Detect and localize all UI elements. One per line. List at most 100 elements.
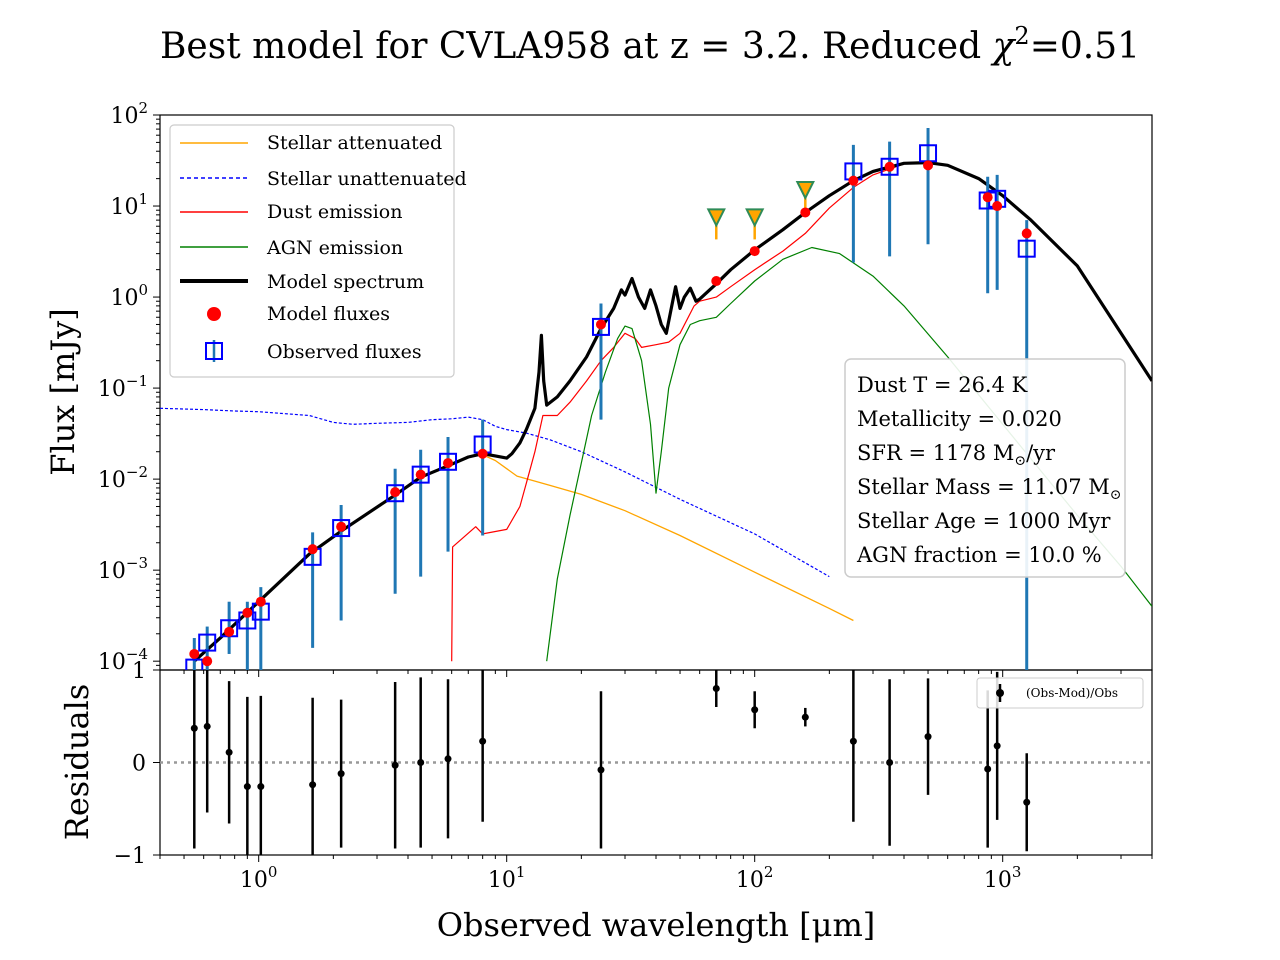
model-flux-marker [255,596,266,607]
residual-legend-box [976,677,1144,709]
x-tick-label: 100 [240,863,278,893]
model-flux-marker [242,607,253,618]
info-sfr: SFR = 1178 M⊙/yr [857,441,1056,469]
model-flux-marker [595,319,606,330]
y-tick-label-top: 100 [110,281,148,311]
model-flux-marker [711,276,722,287]
model-flux-marker [477,448,488,459]
residual-marker [309,781,317,789]
observed-flux-marker [591,317,610,336]
y-axis-title-bottom: Residuals [58,684,96,841]
residual-marker [190,724,198,732]
legend: Stellar attenuated Stellar unattenuated … [169,124,467,378]
residual-marker [391,761,399,769]
observed-flux-marker [1017,239,1036,258]
residual-legend-label: (Obs-Mod)/Obs [1026,686,1118,700]
legend-label-stellar-attenuated: Stellar attenuated [267,132,442,154]
model-flux-marker [992,201,1003,212]
info-stellar-age: Stellar Age = 1000 Myr [857,509,1111,533]
model-flux-marker [1021,228,1032,239]
model-flux-marker [800,207,811,218]
upper-limit-marker [795,181,815,201]
info-box-frame [844,358,1126,578]
fit-info-box: Dust T = 26.4 K Metallicity = 0.020 SFR … [844,358,1126,578]
legend-label-observed-fluxes: Observed fluxes [267,341,422,363]
residual-marker [337,770,345,778]
y-tick-label-top: 10−1 [98,372,148,402]
bottom-plot-area [160,670,1152,855]
legend-swatch-observed-fluxes [205,342,223,360]
residual-marker [243,783,251,791]
info-metallicity: Metallicity = 0.020 [857,407,1062,431]
model-flux-marker [884,161,895,172]
x-tick-label: 102 [736,863,774,893]
legend-label-model-spectrum: Model spectrum [267,271,424,293]
y-axis-title-top: Flux [mJy] [44,308,82,475]
y-tick-label-bottom: −1 [114,844,146,869]
stellar-unattenuated-line [160,407,830,578]
stellar-attenuated-line [193,454,854,662]
observed-flux-marker [386,484,405,503]
axes: 100 101 102 10310210110010−110−210−310−410−… [98,99,1153,893]
residual-marker [993,742,1001,750]
legend-label-dust-emission: Dust emission [267,201,403,223]
top-plot-area [160,127,1152,670]
info-dust-temperature: Dust T = 26.4 K [857,373,1028,397]
residual-marker [479,737,487,745]
residual-legend-swatch-marker [996,689,1004,697]
upper-limit-marker [745,208,765,228]
model-flux-marker [982,192,993,203]
agn-emission-line [546,246,1152,662]
chart-title: Best model for CVLA958 at z = 3.2. Reduc… [160,22,1140,67]
model-flux-marker [307,544,318,555]
residual-marker [924,733,932,741]
residual-marker [1023,798,1031,806]
residual-marker [597,766,605,774]
model-flux-marker [443,458,454,469]
legend-box [169,124,455,378]
y-tick-label-top: 10−3 [98,554,148,584]
residual-marker [751,706,759,714]
info-agn-fraction: AGN fraction = 10.0 % [856,543,1102,567]
model-flux-marker [749,246,760,257]
model-flux-marker [202,656,213,667]
residual-marker [257,783,265,791]
model-flux-marker [224,626,235,637]
legend-label-model-fluxes: Model fluxes [267,303,390,325]
observed-flux-marker [411,465,430,484]
model-flux-marker [189,648,200,659]
residual-marker [225,748,233,756]
x-tick-label: 101 [488,863,526,893]
y-tick-label-bottom: 0 [132,752,146,777]
observed-flux-marker [332,519,351,538]
residual-marker [417,759,425,766]
y-tick-label-top: 10−4 [98,645,148,675]
model-flux-marker [923,160,934,171]
x-tick-label: 103 [984,863,1022,893]
residual-marker [444,755,452,763]
y-tick-label-top: 10−2 [98,463,148,493]
y-tick-label-bottom: 1 [132,659,146,684]
x-axis-title: Observed wavelength [μm] [437,906,876,944]
legend-label-agn-emission: AGN emission [266,237,403,259]
y-tick-label-top: 101 [110,190,148,220]
info-stellar-mass: Stellar Mass = 11.07 M⊙ [857,475,1121,503]
observed-flux-marker [185,658,204,670]
residual-legend: (Obs-Mod)/Obs [976,677,1144,709]
residual-marker [886,759,894,766]
model-flux-marker [415,469,426,480]
upper-limit-marker [706,208,726,228]
residual-marker [849,737,857,745]
observed-flux-marker [880,157,899,176]
model-flux-marker [390,487,401,498]
y-tick-label-top: 102 [110,99,148,129]
residual-marker [712,685,720,692]
residual-marker [801,713,809,721]
legend-label-stellar-unattenuated: Stellar unattenuated [267,168,467,190]
residual-marker [203,722,211,730]
legend-swatch-model-fluxes [207,307,221,321]
model-flux-marker [848,175,859,186]
observed-flux-marker [198,633,217,652]
residual-marker [984,765,992,773]
